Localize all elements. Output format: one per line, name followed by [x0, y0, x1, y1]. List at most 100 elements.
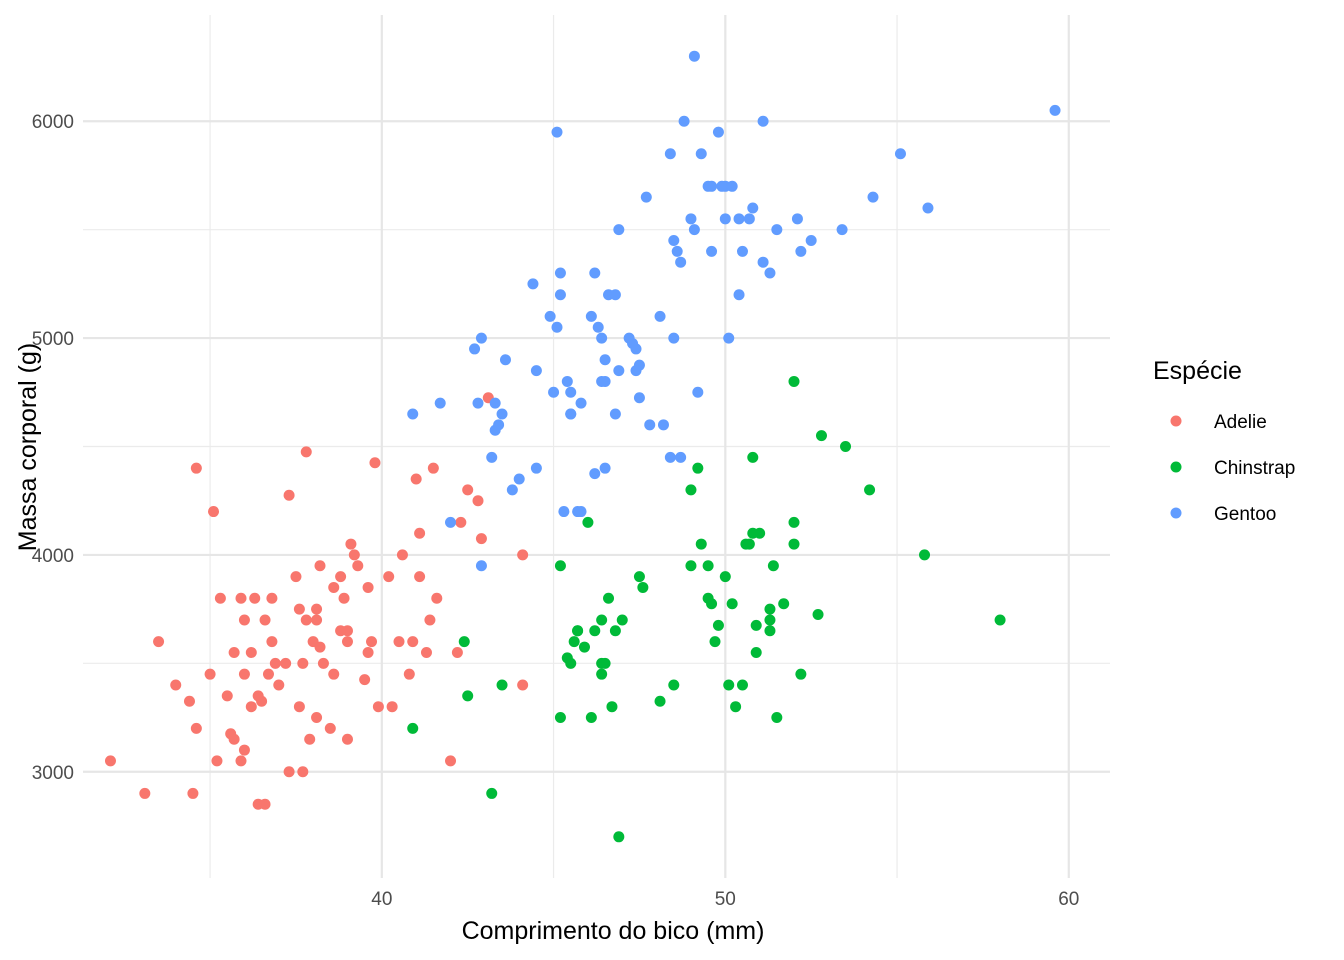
data-point: [256, 695, 268, 707]
data-point: [238, 668, 250, 680]
data-point: [599, 354, 611, 366]
data-point: [668, 235, 680, 247]
data-point: [362, 581, 374, 593]
legend-item-adelie: Adelie: [1170, 412, 1267, 433]
data-point: [685, 213, 697, 225]
data-point: [249, 592, 261, 604]
data-point: [462, 690, 474, 702]
data-point: [568, 636, 580, 648]
data-point: [293, 603, 305, 615]
data-point: [592, 321, 604, 333]
data-point: [311, 712, 323, 724]
data-point: [486, 451, 498, 463]
data-point: [407, 722, 419, 734]
data-point: [499, 354, 511, 366]
data-point: [730, 701, 742, 713]
legend-key: [1170, 507, 1182, 519]
data-point: [414, 527, 426, 539]
data-point: [815, 430, 827, 442]
data-point: [300, 446, 312, 458]
data-point: [616, 614, 628, 626]
data-point: [359, 674, 371, 686]
data-point: [719, 213, 731, 225]
data-point: [778, 598, 790, 610]
data-point: [743, 213, 755, 225]
data-point: [836, 224, 848, 236]
data-point: [664, 451, 676, 463]
data-point: [420, 646, 432, 658]
data-point: [613, 365, 625, 377]
data-point: [565, 657, 577, 669]
data-point: [867, 191, 879, 203]
data-point: [668, 679, 680, 691]
data-point: [723, 332, 735, 344]
data-point: [527, 278, 539, 290]
data-point: [396, 549, 408, 561]
data-point: [280, 657, 292, 669]
data-point: [695, 148, 707, 160]
data-point: [293, 701, 305, 713]
data-point: [352, 560, 364, 572]
data-point: [544, 310, 556, 322]
data-point: [864, 484, 876, 496]
data-point: [372, 701, 384, 713]
data-point: [688, 50, 700, 62]
data-point: [362, 646, 374, 658]
data-point: [692, 462, 704, 474]
data-point: [578, 641, 590, 653]
data-point: [245, 701, 257, 713]
data-point: [235, 592, 247, 604]
data-point: [750, 646, 762, 658]
data-point: [410, 473, 422, 485]
data-point: [726, 598, 738, 610]
data-point: [812, 609, 824, 621]
data-point: [630, 343, 642, 355]
data-point: [706, 598, 718, 610]
data-point: [475, 533, 487, 545]
data-point: [736, 245, 748, 257]
data-point: [994, 614, 1006, 626]
data-point: [369, 457, 381, 469]
data-point: [788, 375, 800, 387]
data-point: [445, 755, 457, 767]
data-point: [496, 679, 508, 691]
data-point: [407, 636, 419, 648]
data-point: [603, 592, 615, 604]
data-point: [589, 625, 601, 637]
data-point: [596, 668, 608, 680]
data-point: [764, 625, 776, 637]
data-point: [712, 126, 724, 138]
data-point: [458, 636, 470, 648]
data-point: [462, 484, 474, 496]
data-point: [427, 462, 439, 474]
major-gridlines: [83, 15, 1110, 878]
data-point: [675, 451, 687, 463]
data-point: [788, 516, 800, 528]
data-point: [434, 397, 446, 409]
data-point: [517, 549, 529, 561]
data-point: [190, 722, 202, 734]
data-point: [840, 441, 852, 452]
data-point: [685, 560, 697, 572]
data-point: [445, 516, 457, 528]
data-point: [314, 641, 326, 653]
data-point: [139, 787, 151, 799]
data-point: [609, 289, 621, 301]
x-tick-label: 40: [371, 889, 392, 910]
data-point: [238, 744, 250, 756]
data-point: [262, 668, 274, 680]
data-point: [104, 755, 116, 767]
data-point: [469, 343, 481, 355]
data-point: [733, 289, 745, 301]
x-axis-ticks: 40 50 60: [371, 889, 1079, 910]
data-point: [335, 625, 347, 637]
data-point: [757, 256, 769, 268]
data-point: [633, 392, 645, 404]
data-point: [554, 289, 566, 301]
data-point: [290, 571, 302, 583]
data-point: [190, 462, 202, 474]
data-point: [170, 679, 182, 691]
legend: Espécie Adelie Chinstrap Gentoo: [1153, 357, 1295, 525]
data-point: [366, 636, 378, 648]
